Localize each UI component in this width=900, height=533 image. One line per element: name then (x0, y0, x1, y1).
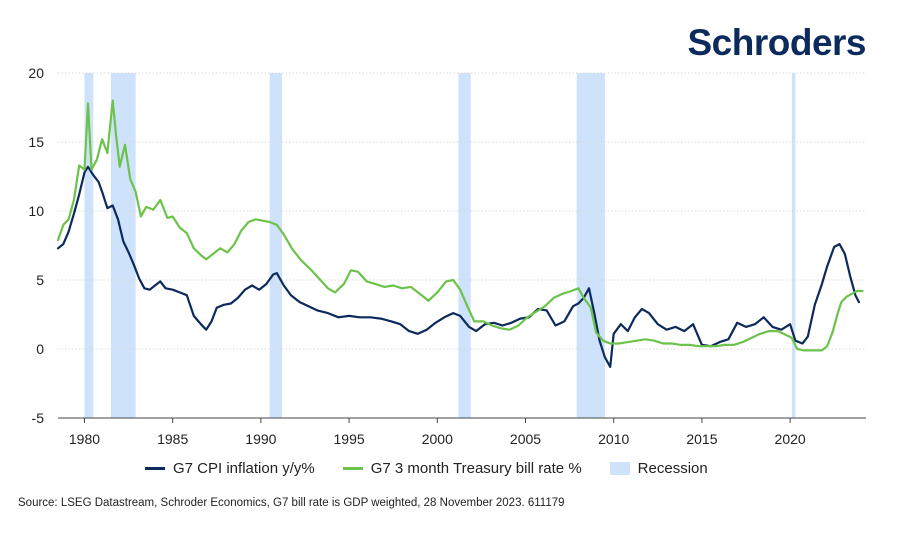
brand-logo: Schroders (687, 22, 866, 63)
y-tick-label: -5 (32, 410, 45, 426)
x-tick-label: 2015 (686, 431, 717, 447)
y-tick-label: 10 (28, 203, 44, 219)
axes: -5 0 5 10 15 20 1980 1985 1990 1995 2000 2005 2010 20… (28, 65, 866, 447)
x-tick-label: 1990 (245, 431, 276, 447)
x-tick-label: 1980 (69, 431, 100, 447)
x-tick-label: 1985 (157, 431, 188, 447)
x-tick-label: 2005 (510, 431, 541, 447)
x-tick-label: 2010 (598, 431, 629, 447)
source-note: Source: LSEG Datastream, Schroder Econom… (18, 497, 565, 509)
series-lines (56, 99, 864, 368)
legend-label-recession: Recession (637, 460, 708, 477)
legend-swatch-tbill (342, 467, 363, 470)
y-tick-label: 20 (28, 65, 44, 81)
recession-band-2 (269, 73, 283, 418)
legend-item-cpi: G7 CPI inflation y/y% (145, 460, 315, 477)
legend: G7 CPI inflation y/y% G7 3 month Treasur… (145, 460, 736, 477)
x-tick-label: 1995 (334, 431, 365, 447)
legend-item-tbill: G7 3 month Treasury bill rate % (342, 460, 582, 477)
series-line-tbill (56, 99, 864, 352)
series-line-cpi (56, 165, 860, 368)
y-tick-label: 15 (28, 134, 44, 150)
legend-label-cpi: G7 CPI inflation y/y% (173, 460, 315, 477)
x-tick-label: 2020 (775, 431, 806, 447)
y-tick-label: 0 (36, 341, 44, 357)
legend-swatch-cpi (145, 467, 165, 470)
legend-item-recession: Recession (609, 460, 708, 477)
recession-band-0 (84, 73, 94, 418)
recession-band-5 (791, 73, 796, 418)
x-tick-label: 2000 (422, 431, 453, 447)
recession-band-4 (576, 73, 605, 418)
legend-swatch-recession (609, 462, 630, 475)
recession-band-3 (458, 73, 471, 418)
y-tick-label: 5 (36, 272, 44, 288)
recession-bands (84, 73, 796, 418)
legend-label-tbill: G7 3 month Treasury bill rate % (370, 460, 582, 477)
